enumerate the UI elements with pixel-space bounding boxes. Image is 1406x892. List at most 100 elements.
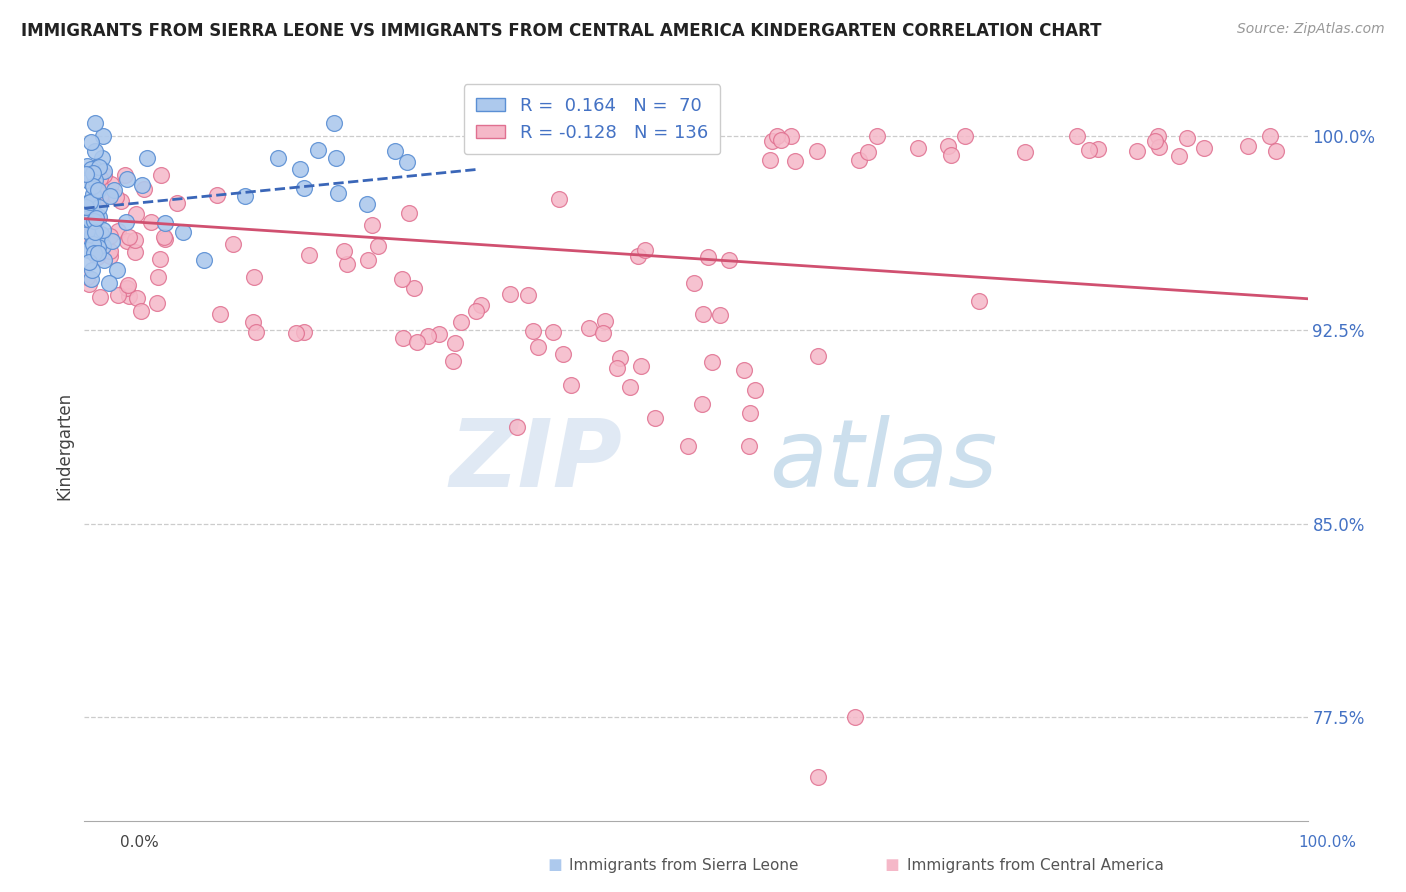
Point (450, 315, 472, 329)
Point (328, 186, 350, 201)
Point (560, 378, 582, 392)
Point (134, 182, 156, 196)
Point (1192, 141, 1215, 155)
Point (242, 315, 264, 329)
Point (392, 331, 415, 345)
Point (77, 244, 100, 258)
Point (505, 419, 527, 434)
Point (135, 152, 157, 166)
Point (418, 328, 440, 343)
Point (285, 326, 308, 341)
Point (692, 307, 714, 321)
Point (1014, 145, 1036, 160)
Point (807, 350, 830, 364)
Point (384, 145, 406, 159)
Point (166, 195, 188, 210)
Point (79, 173, 101, 187)
Point (1087, 142, 1109, 156)
Point (266, 151, 288, 165)
Point (470, 298, 492, 312)
Point (125, 207, 148, 221)
Point (709, 309, 731, 323)
Point (79, 194, 101, 209)
Point (87, 160, 110, 174)
Point (541, 325, 564, 339)
Point (97, 277, 120, 291)
Point (733, 363, 755, 377)
Point (444, 335, 467, 350)
Point (107, 288, 129, 302)
Point (100, 177, 122, 191)
Point (89, 290, 111, 304)
Point (80, 198, 103, 212)
Point (941, 148, 963, 162)
Point (83, 161, 105, 175)
Point (551, 347, 574, 361)
Point (627, 249, 650, 263)
Point (77, 207, 100, 221)
Point (398, 206, 420, 220)
Point (209, 307, 232, 321)
Point (233, 189, 256, 203)
Point (87, 200, 110, 214)
Point (288, 162, 311, 177)
Point (83, 214, 105, 228)
Point (738, 439, 761, 453)
Point (107, 224, 129, 238)
Point (1147, 128, 1170, 143)
Point (356, 197, 378, 211)
Point (441, 353, 464, 368)
Point (90, 227, 112, 241)
Point (93, 252, 115, 267)
Point (75, 205, 97, 219)
Text: IMMIGRANTS FROM SIERRA LEONE VS IMMIGRANTS FROM CENTRAL AMERICA KINDERGARTEN COR: IMMIGRANTS FROM SIERRA LEONE VS IMMIGRAN… (21, 22, 1101, 40)
Point (153, 230, 176, 244)
Point (298, 248, 321, 262)
Point (907, 141, 929, 155)
Point (967, 293, 990, 308)
Point (848, 153, 870, 168)
Point (84, 211, 107, 225)
Point (1143, 134, 1166, 148)
Point (336, 257, 359, 271)
Point (761, 134, 783, 148)
Point (683, 276, 706, 290)
Point (1175, 131, 1198, 145)
Point (84, 225, 107, 239)
Point (117, 277, 139, 292)
Point (427, 327, 450, 342)
Point (1066, 128, 1088, 143)
Point (82, 236, 104, 251)
Point (131, 178, 153, 192)
Point (149, 168, 172, 182)
Point (87, 245, 110, 260)
Point (75, 167, 97, 181)
Point (323, 116, 346, 130)
Point (1265, 144, 1288, 158)
Point (87, 183, 110, 197)
Point (104, 190, 127, 204)
Point (91, 128, 114, 143)
Point (744, 383, 766, 397)
Point (770, 133, 793, 147)
Point (91, 228, 114, 243)
Point (396, 154, 419, 169)
Point (292, 325, 315, 339)
Point (676, 439, 699, 453)
Point (464, 304, 486, 318)
Point (115, 215, 138, 229)
Point (76, 224, 98, 238)
Point (367, 239, 389, 253)
Point (118, 288, 141, 302)
Point (115, 280, 138, 294)
Point (101, 234, 124, 248)
Point (77, 277, 100, 291)
Point (146, 295, 169, 310)
Text: Source: ZipAtlas.com: Source: ZipAtlas.com (1237, 22, 1385, 37)
Point (118, 230, 141, 244)
Point (77, 254, 100, 268)
Point (634, 243, 657, 257)
Point (86, 250, 108, 264)
Point (89, 210, 111, 224)
Point (1126, 145, 1149, 159)
